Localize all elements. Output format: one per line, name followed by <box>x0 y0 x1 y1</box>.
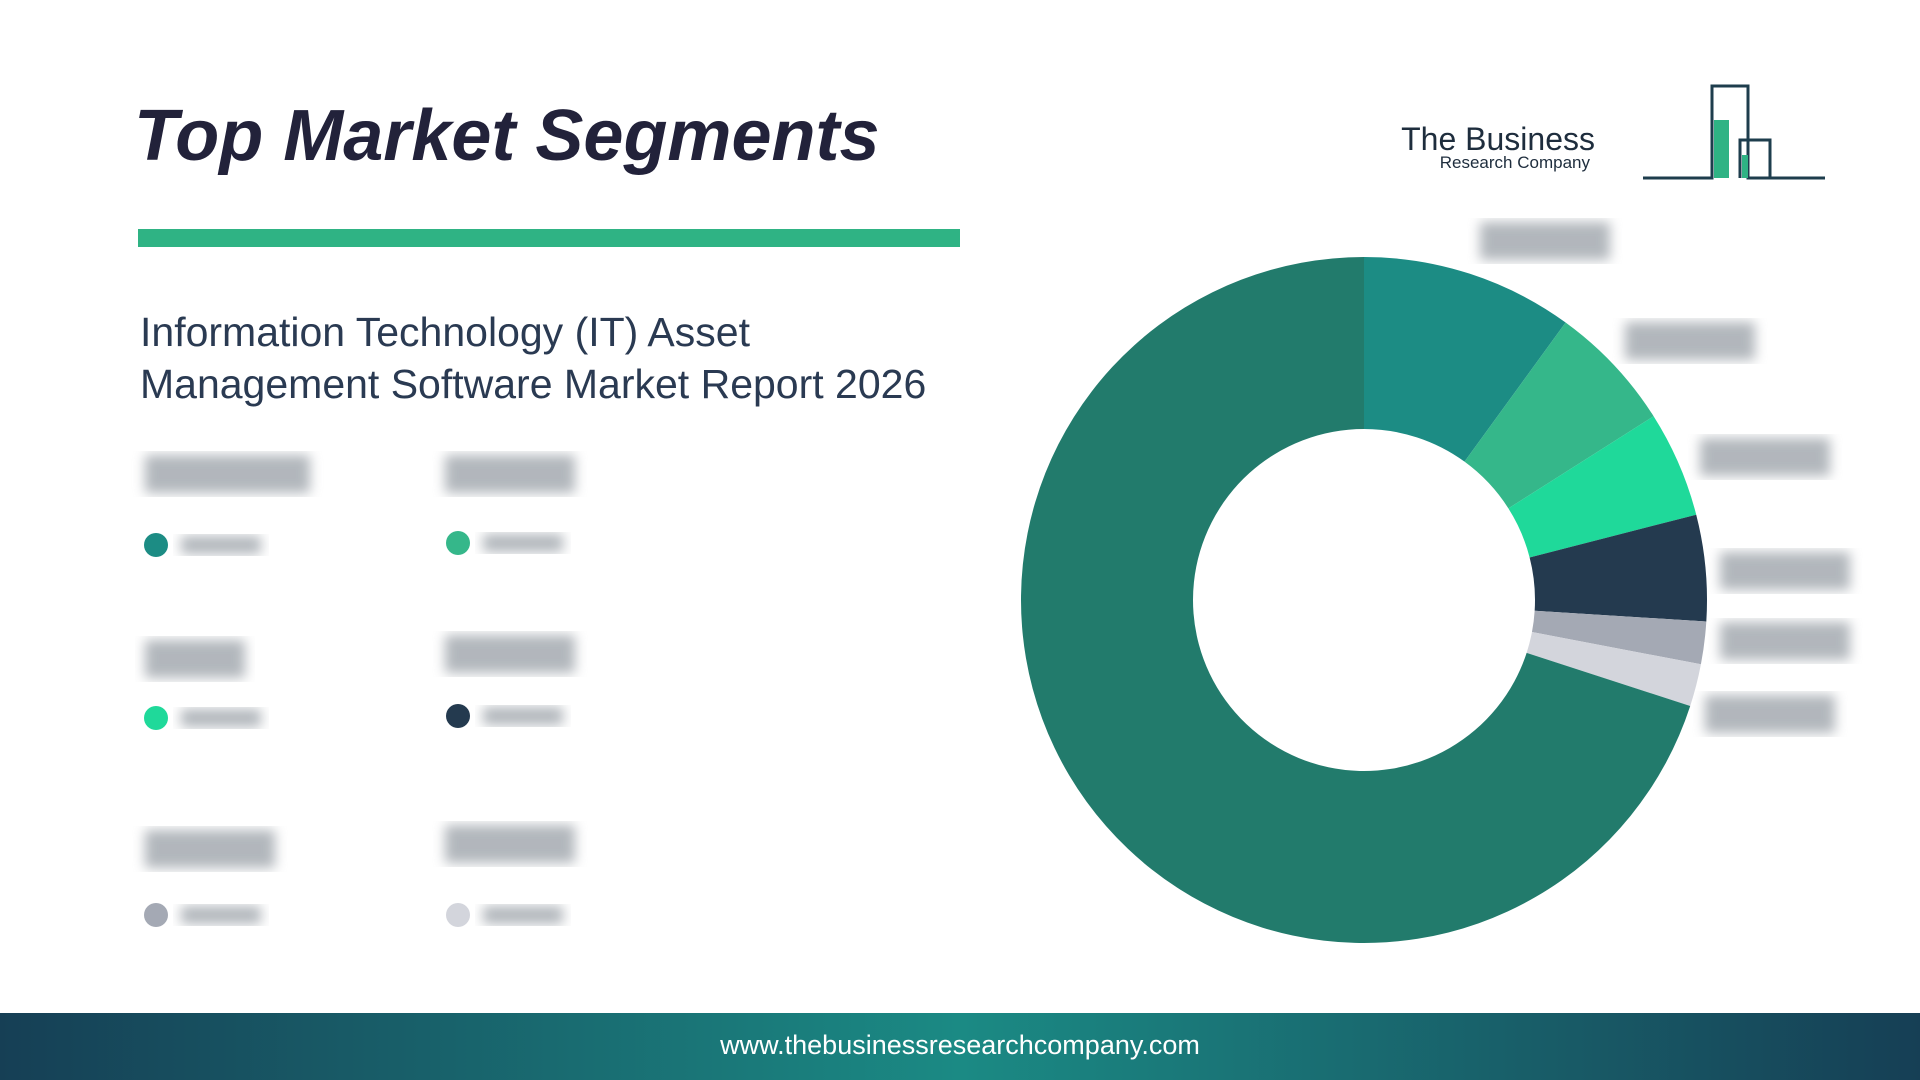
donut-slice <box>1021 257 1691 943</box>
blurred-value <box>145 830 275 868</box>
donut-slice <box>1364 257 1566 462</box>
logo-building <box>1738 138 1772 178</box>
legend-marker <box>144 706 168 730</box>
donut-slice <box>1531 610 1707 665</box>
donut-slice <box>1529 514 1707 622</box>
blurred-legend-label <box>181 709 261 727</box>
logo-line2: Research Company <box>1440 153 1591 172</box>
chart: The Business Research Company <box>144 84 1850 943</box>
legend-marker <box>144 533 168 557</box>
blurred-value <box>1720 622 1850 660</box>
page-title: Top Market Segments <box>134 96 880 176</box>
blurred-value <box>145 640 245 678</box>
logo-line1: The Business <box>1401 121 1595 157</box>
blurred-value <box>1720 552 1850 590</box>
blurred-legend-label <box>181 536 261 554</box>
blurred-value <box>445 635 575 673</box>
blurred-legend-label <box>483 534 563 552</box>
donut-slice <box>1464 322 1654 509</box>
accent-bar <box>138 229 960 247</box>
blurred-legend-label <box>181 906 261 924</box>
blurred-legend-label <box>483 906 563 924</box>
blurred-value <box>445 825 575 863</box>
legend-marker <box>446 531 470 555</box>
logo-bar <box>1742 155 1748 178</box>
blurred-legend-label <box>483 707 563 725</box>
footer-url: www.thebusinessresearchcompany.com <box>720 1030 1200 1060</box>
blurred-value <box>1625 322 1755 360</box>
legend-marker <box>446 903 470 927</box>
legend-marker <box>144 903 168 927</box>
blurred-value <box>1705 695 1835 733</box>
blurred-value <box>1700 438 1830 476</box>
logo-bar <box>1714 120 1729 178</box>
blurred-labels <box>145 222 1850 868</box>
footer: www.thebusinessresearchcompany.com <box>0 1013 1920 1080</box>
blurred-value <box>445 455 575 493</box>
blurred-value <box>145 455 310 493</box>
legend-marker <box>446 704 470 728</box>
blurred-value <box>1480 222 1610 260</box>
logo-building <box>1643 84 1825 180</box>
chart-title: Information Technology (IT) Asset Manage… <box>140 309 927 407</box>
logo: The Business Research Company <box>1401 84 1825 180</box>
donut-slice <box>1526 632 1701 706</box>
donut-slice <box>1508 416 1697 558</box>
